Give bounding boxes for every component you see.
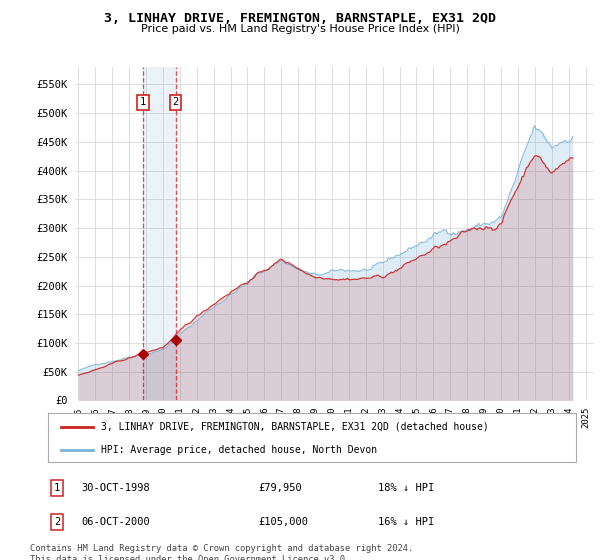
Text: 16% ↓ HPI: 16% ↓ HPI <box>378 517 434 527</box>
Text: 1: 1 <box>140 97 146 107</box>
Text: 3, LINHAY DRIVE, FREMINGTON, BARNSTAPLE, EX31 2QD: 3, LINHAY DRIVE, FREMINGTON, BARNSTAPLE,… <box>104 12 496 25</box>
Text: £79,950: £79,950 <box>258 483 302 493</box>
Text: 18% ↓ HPI: 18% ↓ HPI <box>378 483 434 493</box>
Bar <box>143 67 176 400</box>
Text: 3, LINHAY DRIVE, FREMINGTON, BARNSTAPLE, EX31 2QD (detached house): 3, LINHAY DRIVE, FREMINGTON, BARNSTAPLE,… <box>101 422 488 432</box>
Text: 1: 1 <box>54 483 60 493</box>
Text: Price paid vs. HM Land Registry's House Price Index (HPI): Price paid vs. HM Land Registry's House … <box>140 24 460 34</box>
Text: HPI: Average price, detached house, North Devon: HPI: Average price, detached house, Nort… <box>101 445 377 455</box>
Text: 2: 2 <box>54 517 60 527</box>
Text: 30-OCT-1998: 30-OCT-1998 <box>81 483 150 493</box>
Text: 2: 2 <box>172 97 179 107</box>
Text: £105,000: £105,000 <box>258 517 308 527</box>
Text: 06-OCT-2000: 06-OCT-2000 <box>81 517 150 527</box>
Text: Contains HM Land Registry data © Crown copyright and database right 2024.
This d: Contains HM Land Registry data © Crown c… <box>30 544 413 560</box>
